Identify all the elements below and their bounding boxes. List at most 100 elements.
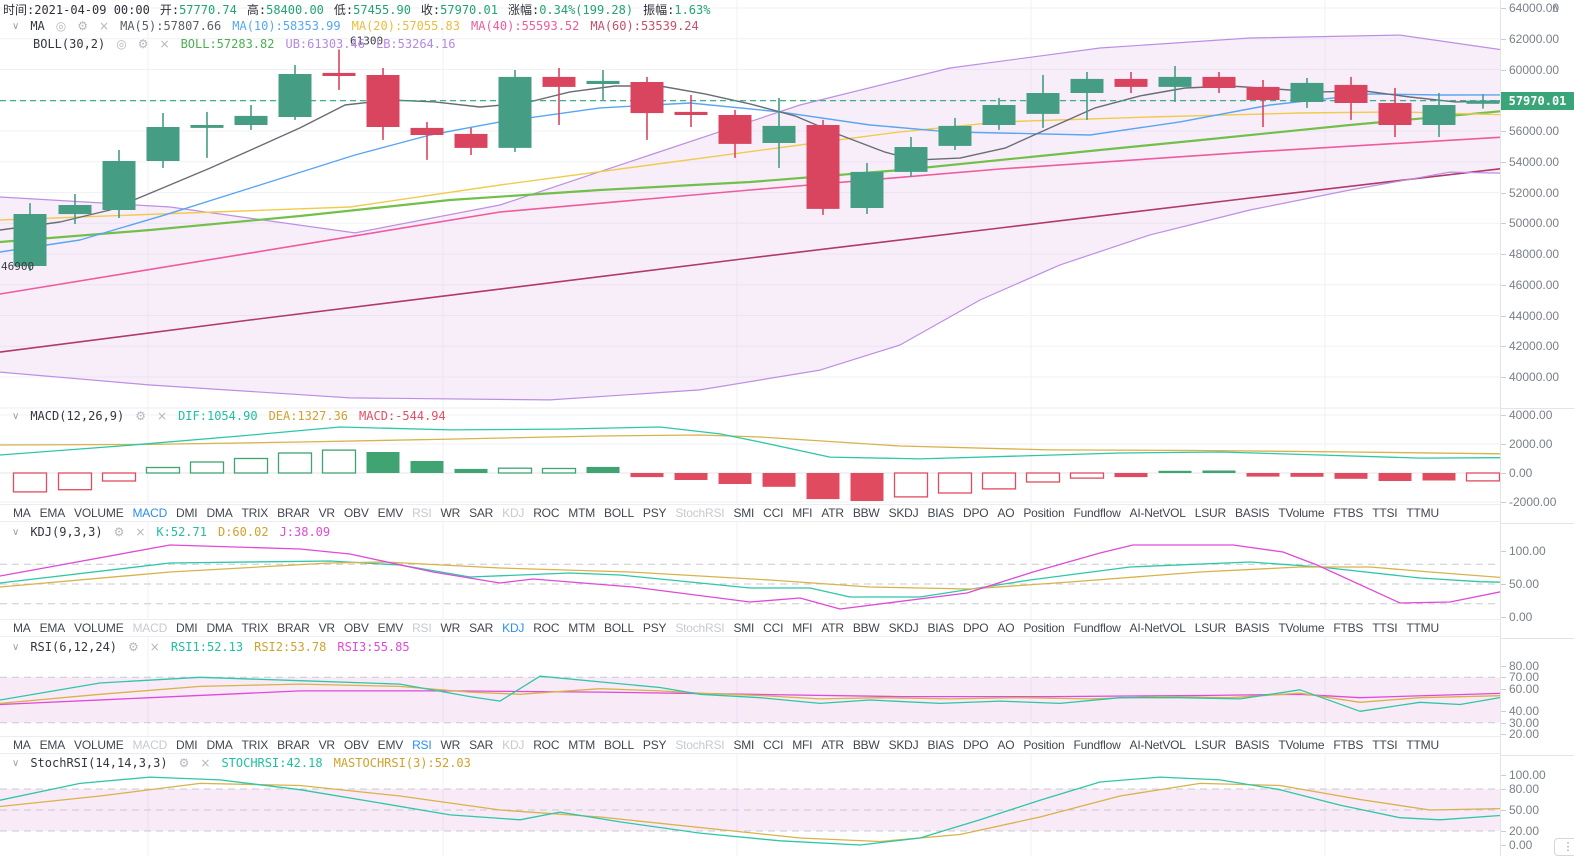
tab-BIAS[interactable]: BIAS xyxy=(927,621,954,635)
more-options-button[interactable]: ⋮ xyxy=(1554,838,1574,856)
close-icon[interactable]: × xyxy=(157,409,168,423)
tab-ATR[interactable]: ATR xyxy=(821,621,844,635)
tab-TTSI[interactable]: TTSI xyxy=(1372,621,1398,635)
tab-EMV[interactable]: EMV xyxy=(377,506,404,520)
tab-SAR[interactable]: SAR xyxy=(469,621,494,635)
tab-MTM[interactable]: MTM xyxy=(568,738,596,752)
tab-StochRSI[interactable]: StochRSI xyxy=(675,621,725,635)
tab-DPO[interactable]: DPO xyxy=(962,621,989,635)
tab-OBV[interactable]: OBV xyxy=(343,506,369,520)
tab-Position[interactable]: Position xyxy=(1023,738,1065,752)
tab-ROC[interactable]: ROC xyxy=(533,621,560,635)
tab-Fundflow[interactable]: Fundflow xyxy=(1073,506,1121,520)
tab-SMI[interactable]: SMI xyxy=(733,738,755,752)
tab-BRAR[interactable]: BRAR xyxy=(277,506,310,520)
tab-VOLUME[interactable]: VOLUME xyxy=(74,738,124,752)
tab-TRIX[interactable]: TRIX xyxy=(241,621,269,635)
tab-TRIX[interactable]: TRIX xyxy=(241,506,269,520)
tab-MFI[interactable]: MFI xyxy=(792,621,813,635)
tab-FTBS[interactable]: FTBS xyxy=(1333,738,1364,752)
chart-canvas[interactable]: 61300 46900 xyxy=(0,0,1500,856)
tab-SKDJ[interactable]: SKDJ xyxy=(888,621,919,635)
tab-ROC[interactable]: ROC xyxy=(533,506,560,520)
tab-EMV[interactable]: EMV xyxy=(377,738,404,752)
tab-BBW[interactable]: BBW xyxy=(852,621,880,635)
tab-BBW[interactable]: BBW xyxy=(852,506,880,520)
tab-SAR[interactable]: SAR xyxy=(469,738,494,752)
tab-AO[interactable]: AO xyxy=(997,506,1015,520)
settings-icon[interactable]: ⚙ xyxy=(113,525,125,539)
visibility-icon[interactable]: ◎ xyxy=(55,19,67,33)
tab-TTMU[interactable]: TTMU xyxy=(1406,738,1439,752)
close-icon[interactable]: × xyxy=(135,525,146,539)
tab-PSY[interactable]: PSY xyxy=(642,506,667,520)
tab-TTSI[interactable]: TTSI xyxy=(1372,738,1398,752)
tab-MTM[interactable]: MTM xyxy=(568,621,596,635)
tab-RSI[interactable]: RSI xyxy=(412,621,432,635)
tab-DPO[interactable]: DPO xyxy=(962,506,989,520)
tab-Position[interactable]: Position xyxy=(1023,506,1065,520)
tab-PSY[interactable]: PSY xyxy=(642,738,667,752)
tab-TRIX[interactable]: TRIX xyxy=(241,738,269,752)
tab-LSUR[interactable]: LSUR xyxy=(1194,738,1226,752)
tab-MA[interactable]: MA xyxy=(13,506,31,520)
tab-EMV[interactable]: EMV xyxy=(377,621,404,635)
tab-AI-NetVOL[interactable]: AI-NetVOL xyxy=(1129,621,1186,635)
close-icon[interactable]: × xyxy=(200,756,211,770)
tab-TVolume[interactable]: TVolume xyxy=(1278,621,1325,635)
tab-VOLUME[interactable]: VOLUME xyxy=(74,506,124,520)
tab-BASIS[interactable]: BASIS xyxy=(1234,506,1270,520)
tab-OBV[interactable]: OBV xyxy=(343,738,369,752)
tab-AI-NetVOL[interactable]: AI-NetVOL xyxy=(1129,738,1186,752)
chevron-down-icon[interactable]: ∨ xyxy=(12,526,20,538)
tab-CCI[interactable]: CCI xyxy=(763,738,784,752)
tab-AI-NetVOL[interactable]: AI-NetVOL xyxy=(1129,506,1186,520)
chevron-down-icon[interactable]: ∨ xyxy=(12,410,20,422)
close-icon[interactable]: × xyxy=(149,640,160,654)
tab-RSI[interactable]: RSI xyxy=(412,506,432,520)
tab-FTBS[interactable]: FTBS xyxy=(1333,506,1364,520)
settings-icon[interactable]: ⚙ xyxy=(77,19,89,33)
tab-BIAS[interactable]: BIAS xyxy=(927,738,954,752)
tab-MA[interactable]: MA xyxy=(13,738,31,752)
tab-LSUR[interactable]: LSUR xyxy=(1194,506,1226,520)
tab-MTM[interactable]: MTM xyxy=(568,506,596,520)
tab-DPO[interactable]: DPO xyxy=(962,738,989,752)
collapse-chevron-icon[interactable]: ∧ xyxy=(1551,1,1560,15)
close-icon[interactable]: × xyxy=(159,37,170,51)
tab-PSY[interactable]: PSY xyxy=(642,621,667,635)
tab-BOLL[interactable]: BOLL xyxy=(604,621,634,635)
tab-BOLL[interactable]: BOLL xyxy=(604,738,634,752)
tab-SMI[interactable]: SMI xyxy=(733,621,755,635)
tab-Fundflow[interactable]: Fundflow xyxy=(1073,738,1121,752)
tab-KDJ[interactable]: KDJ xyxy=(502,738,525,752)
tab-DMA[interactable]: DMA xyxy=(206,506,233,520)
tab-WR[interactable]: WR xyxy=(440,621,461,635)
tab-BASIS[interactable]: BASIS xyxy=(1234,621,1270,635)
tab-VOLUME[interactable]: VOLUME xyxy=(74,621,124,635)
tab-EMA[interactable]: EMA xyxy=(39,506,66,520)
tab-BASIS[interactable]: BASIS xyxy=(1234,738,1270,752)
tab-AO[interactable]: AO xyxy=(997,738,1015,752)
tab-DMI[interactable]: DMI xyxy=(176,506,198,520)
tab-VR[interactable]: VR xyxy=(318,738,335,752)
tab-KDJ[interactable]: KDJ xyxy=(502,621,525,635)
tab-TVolume[interactable]: TVolume xyxy=(1278,738,1325,752)
tab-SAR[interactable]: SAR xyxy=(469,506,494,520)
settings-icon[interactable]: ⚙ xyxy=(135,409,147,423)
tab-AO[interactable]: AO xyxy=(997,621,1015,635)
chevron-down-icon[interactable]: ∨ xyxy=(12,20,20,32)
visibility-icon[interactable]: ◎ xyxy=(116,37,127,51)
chevron-down-icon[interactable]: ∨ xyxy=(12,641,20,653)
tab-LSUR[interactable]: LSUR xyxy=(1194,621,1226,635)
tab-EMA[interactable]: EMA xyxy=(39,738,66,752)
tab-RSI[interactable]: RSI xyxy=(412,738,432,752)
tab-Position[interactable]: Position xyxy=(1023,621,1065,635)
tab-SKDJ[interactable]: SKDJ xyxy=(888,506,919,520)
tab-VR[interactable]: VR xyxy=(318,506,335,520)
close-icon[interactable]: × xyxy=(99,19,110,33)
tab-VR[interactable]: VR xyxy=(318,621,335,635)
chevron-down-icon[interactable]: ∨ xyxy=(12,757,20,769)
tab-ATR[interactable]: ATR xyxy=(821,506,844,520)
tab-ATR[interactable]: ATR xyxy=(821,738,844,752)
